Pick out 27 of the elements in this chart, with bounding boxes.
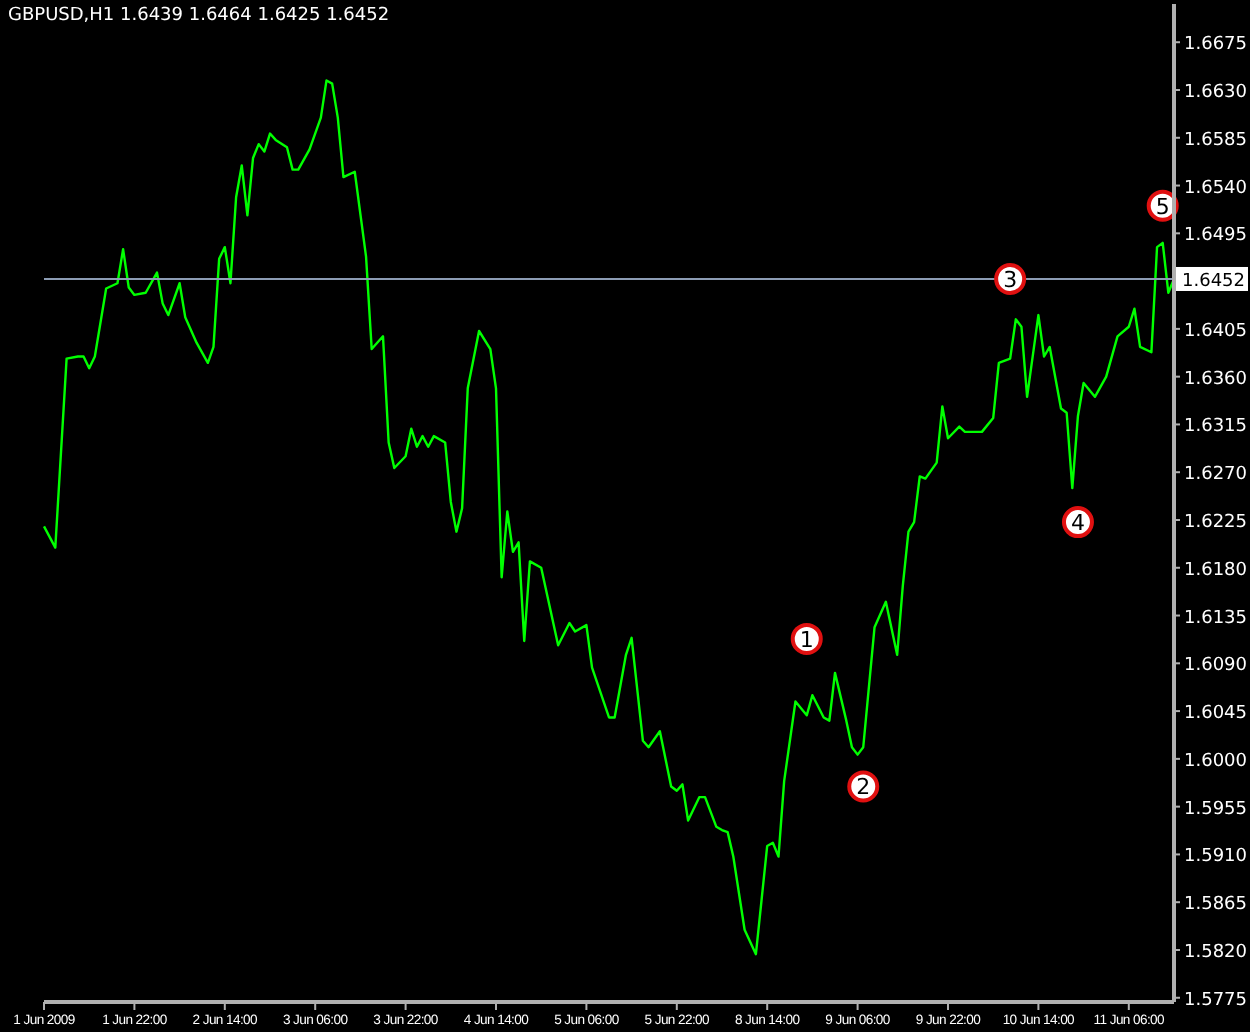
- y-tick-label: 1.5910: [1184, 847, 1248, 868]
- y-tick-label: 1.6675: [1184, 35, 1247, 56]
- y-tick-label: 1.6135: [1184, 608, 1247, 629]
- y-tick-label: 1.6270: [1184, 465, 1248, 486]
- annotation: 4: [1070, 510, 1085, 537]
- y-tick-label: 1.6000: [1184, 751, 1248, 772]
- annotation: 1: [799, 626, 814, 653]
- annotation: 2: [856, 774, 871, 801]
- y-tick-label: 1.6360: [1184, 369, 1248, 390]
- y-tick-label: 1.6090: [1184, 656, 1248, 677]
- y-tick-label: 1.6405: [1184, 321, 1247, 342]
- chart-title: GBPUSD,H1 1.6439 1.6464 1.6425 1.6452: [8, 6, 390, 26]
- y-tick-label: 1.6495: [1184, 226, 1247, 247]
- y-tick-label: 1.5775: [1184, 990, 1247, 1011]
- annotation: 5: [1155, 193, 1170, 220]
- y-tick-label: 1.5820: [1184, 942, 1248, 963]
- y-tick-label: 1.5955: [1184, 799, 1247, 820]
- y-tick-label: 1.6585: [1184, 130, 1247, 151]
- y-tick-label: 1.6315: [1184, 417, 1247, 438]
- annotation: 3: [1003, 266, 1018, 293]
- ref-line-label: 1.6452: [1182, 271, 1245, 292]
- y-tick-label: 1.6630: [1184, 83, 1248, 103]
- y-tick-label: 1.5865: [1184, 895, 1247, 916]
- y-tick-label: 1.6225: [1184, 512, 1247, 533]
- y-tick-label: 1.6180: [1184, 560, 1248, 581]
- y-tick-label: 1.6045: [1184, 704, 1247, 725]
- y-tick-label: 1.6540: [1184, 178, 1248, 199]
